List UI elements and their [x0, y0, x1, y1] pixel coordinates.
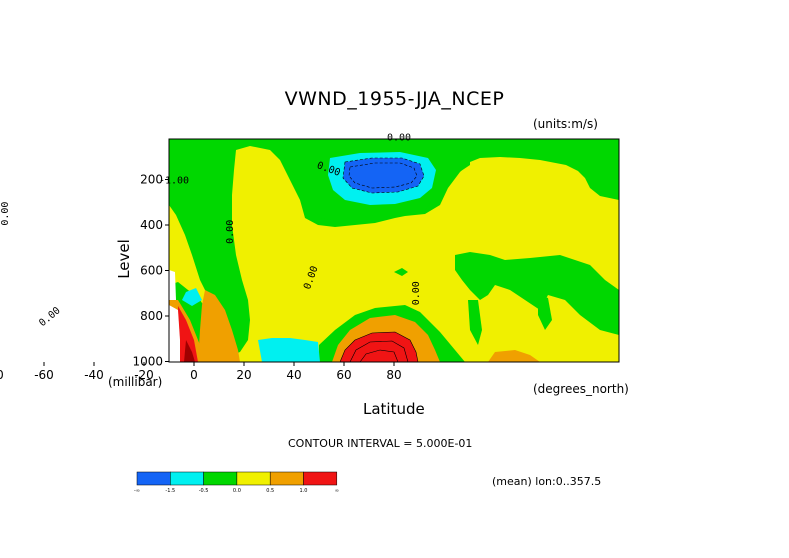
contour-line	[349, 340, 409, 362]
colorbar-swatch	[269, 471, 304, 486]
orange-polar-zone	[198, 290, 240, 362]
colorbar-swatch	[303, 471, 338, 486]
y-tick-label: 600	[140, 264, 163, 278]
x-tick-label: 20	[236, 368, 251, 382]
y-tick-label: 200	[140, 173, 163, 187]
contour-label: 0.00	[411, 281, 422, 305]
x-axis-units: (degrees_north)	[533, 382, 629, 396]
red-polar-core	[178, 306, 198, 362]
colorbar-swatch	[170, 471, 204, 486]
contour-label: 0.00	[387, 132, 411, 143]
chart-units: (units:m/s)	[533, 117, 598, 131]
y-axis: 200 400 600 800 1000	[132, 173, 169, 369]
contour-label: 0.00	[37, 305, 63, 329]
contour-interval-label: CONTOUR INTERVAL = 5.000E-01	[288, 437, 473, 450]
orange-north-zone	[488, 350, 540, 362]
colorbar-label: 0.0	[233, 488, 241, 494]
green-finger-2	[538, 295, 552, 330]
x-tick-label: 40	[286, 368, 301, 382]
contour-field	[169, 139, 619, 362]
cyan-surface-zone	[258, 338, 320, 362]
chart-title: VWND_1955-JJA_NCEP	[284, 88, 505, 110]
missing-data-surface	[169, 305, 180, 362]
cyan-polar-blob	[182, 288, 202, 306]
contour-label: 0.00	[225, 220, 236, 244]
x-tick-label: -80	[0, 368, 4, 382]
y-tick-label: 1000	[132, 355, 163, 369]
green-midlevel-zone	[455, 252, 619, 335]
colorbar: -∞ -1.5 -0.5 0.0 0.5 1.0 ∞	[134, 471, 339, 494]
colorbar-label: -0.5	[199, 488, 209, 494]
mean-longitude-label: (mean) lon:0..357.5	[492, 475, 602, 488]
darkred-polar-core	[184, 340, 195, 362]
green-finger-1	[468, 300, 482, 345]
y-axis-units: (millibar)	[108, 375, 163, 389]
colorbar-label: -∞	[134, 488, 140, 494]
colorbar-label: 1.0	[300, 488, 308, 494]
x-tick-label: -20	[134, 368, 154, 382]
x-axis-label: Latitude	[363, 400, 425, 418]
x-tick-label: -60	[34, 368, 54, 382]
y-tick-label: 800	[140, 309, 163, 323]
green-blob	[394, 268, 408, 276]
contour-line	[359, 349, 399, 362]
contour-line	[339, 331, 419, 362]
colorbar-swatch	[203, 471, 238, 486]
colorbar-label: 0.5	[266, 488, 274, 494]
contour-label: -1.00	[159, 176, 189, 187]
contour-label: 0.00	[0, 202, 11, 226]
y-tick-label: 400	[140, 218, 163, 232]
green-top-edge	[169, 139, 619, 141]
missing-data-patch	[169, 270, 176, 300]
contour-line	[348, 162, 418, 189]
darkblue-core	[343, 158, 424, 193]
contour-line	[342, 157, 425, 194]
colorbar-label: ∞	[335, 488, 339, 494]
x-tick-label: -40	[84, 368, 104, 382]
x-tick-label: 60	[336, 368, 351, 382]
x-tick-label: 0	[190, 368, 198, 382]
colorbar-swatch	[136, 471, 171, 486]
x-tick-label: 80	[386, 368, 401, 382]
contour-label: 0.00	[0, 249, 2, 273]
x-axis: -80 -60 -40 -20 0 20 40 60 80	[0, 362, 402, 382]
colorbar-swatch	[236, 471, 271, 486]
red-surface-core	[340, 332, 418, 362]
colorbar-label: -1.5	[165, 488, 175, 494]
